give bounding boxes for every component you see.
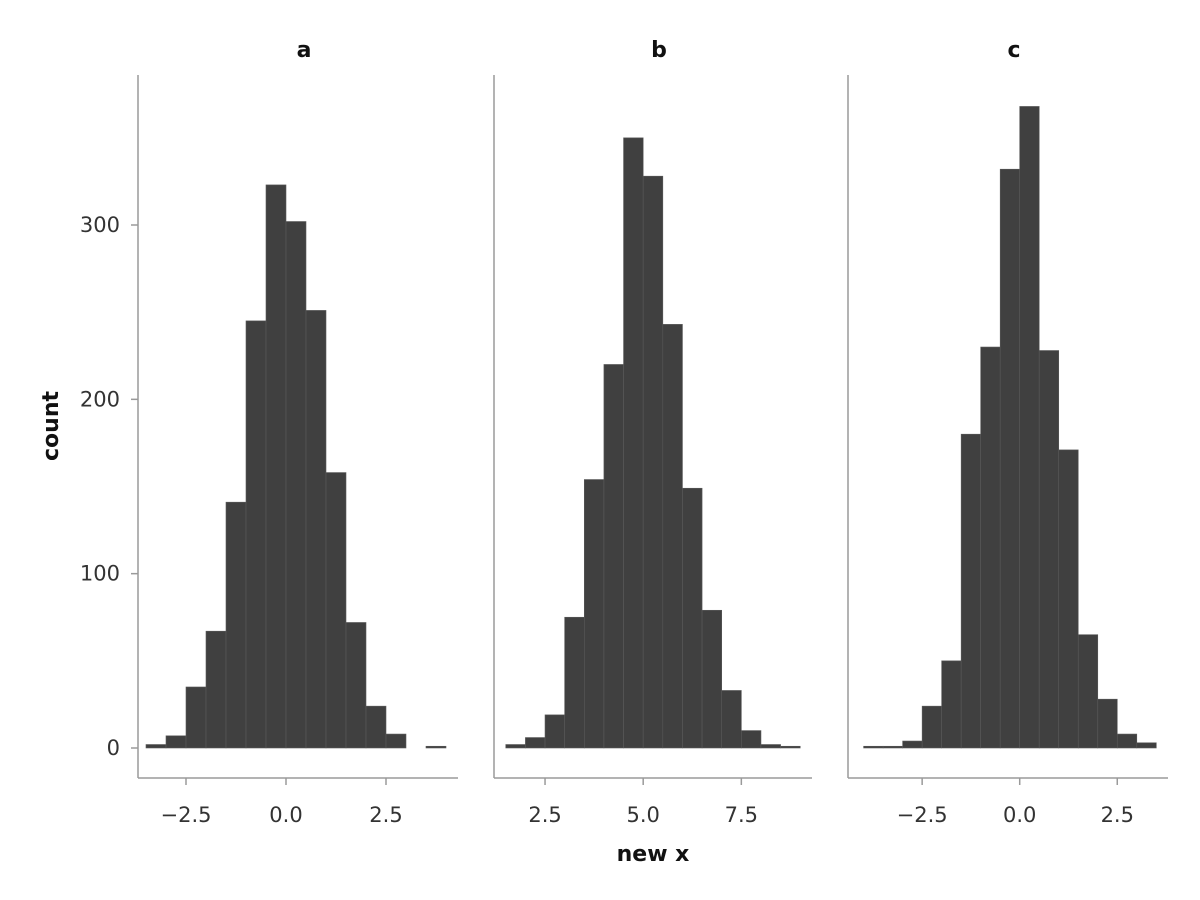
- x-tick-label: 5.0: [626, 803, 659, 827]
- histogram-bar: [701, 609, 723, 749]
- facet-title: a: [297, 38, 312, 63]
- histogram-bar: [583, 479, 605, 749]
- histogram-bar: [941, 660, 962, 749]
- histogram-bar: [245, 320, 267, 749]
- histogram-bar: [365, 705, 387, 749]
- y-tick-label: 300: [80, 213, 120, 237]
- y-tick-label: 100: [80, 562, 120, 586]
- histogram-bar: [662, 324, 683, 749]
- histogram-bar: [760, 744, 781, 749]
- histogram-bar: [425, 745, 447, 749]
- facet-title: b: [651, 38, 667, 63]
- histogram-bar: [902, 740, 923, 749]
- histogram-bar: [863, 745, 884, 749]
- histogram-bar: [225, 501, 247, 749]
- histogram-bar: [305, 310, 327, 749]
- histogram-bar: [205, 630, 227, 749]
- x-tick-label: 2.5: [1101, 803, 1134, 827]
- histogram-bar: [780, 745, 801, 749]
- y-tick-label: 200: [80, 387, 120, 411]
- histogram-bar: [544, 714, 565, 749]
- histogram-bar: [265, 184, 287, 749]
- histogram-bar: [1019, 106, 1040, 749]
- histogram-bar: [960, 433, 981, 749]
- x-tick-label: 2.5: [528, 803, 561, 827]
- x-tick-label: 7.5: [725, 803, 758, 827]
- histogram-bar: [921, 705, 942, 749]
- histogram-bar: [285, 221, 307, 749]
- histogram-bar: [185, 686, 207, 749]
- x-tick-label: 2.5: [369, 803, 402, 827]
- histogram-bar: [1116, 733, 1138, 749]
- x-tick-label: 0.0: [269, 803, 302, 827]
- histogram-bar: [623, 137, 644, 749]
- histogram-bar: [1058, 449, 1079, 749]
- histogram-bar: [682, 487, 703, 749]
- histogram-bar: [721, 690, 742, 749]
- histogram-bar: [1136, 742, 1157, 749]
- x-tick-label: −2.5: [897, 803, 948, 827]
- histogram-bar: [1097, 698, 1118, 749]
- histogram-bar: [345, 622, 367, 749]
- histogram-bar: [564, 616, 585, 749]
- histogram-bar: [165, 735, 187, 749]
- facet-panel-b: b 2.5 5.0 7.5: [493, 38, 812, 827]
- x-tick-label: 0.0: [1003, 803, 1036, 827]
- histogram-bar: [603, 364, 624, 749]
- histogram-bar: [505, 744, 526, 749]
- histogram-bar: [999, 168, 1021, 749]
- y-tick-label: 0: [107, 736, 120, 760]
- x-tick-label: −2.5: [161, 803, 212, 827]
- facet-panel-a: a −2.5 0.0 2.5: [137, 38, 458, 827]
- histogram-bar: [325, 472, 347, 749]
- histogram-bar: [145, 744, 167, 749]
- histogram-bar: [642, 175, 664, 749]
- facet-panels: a −2.5 0.0 2.5 b 2.5 5.0 7.5 c −2.5 0.0 2.5: [137, 38, 1168, 827]
- histogram-bar: [1038, 350, 1060, 749]
- x-axis-title: new x: [617, 842, 690, 867]
- histogram-bar: [525, 737, 546, 749]
- histogram-bar: [1077, 634, 1099, 749]
- histogram-bar: [741, 730, 762, 749]
- histogram-bar: [882, 745, 903, 749]
- histogram-bar: [980, 346, 1001, 749]
- y-axis: 0 100 200 300: [80, 213, 138, 760]
- histogram-bar: [385, 733, 407, 749]
- y-axis-title: count: [39, 391, 64, 461]
- facet-title: c: [1007, 38, 1020, 63]
- facet-panel-c: c −2.5 0.0 2.5: [847, 38, 1168, 827]
